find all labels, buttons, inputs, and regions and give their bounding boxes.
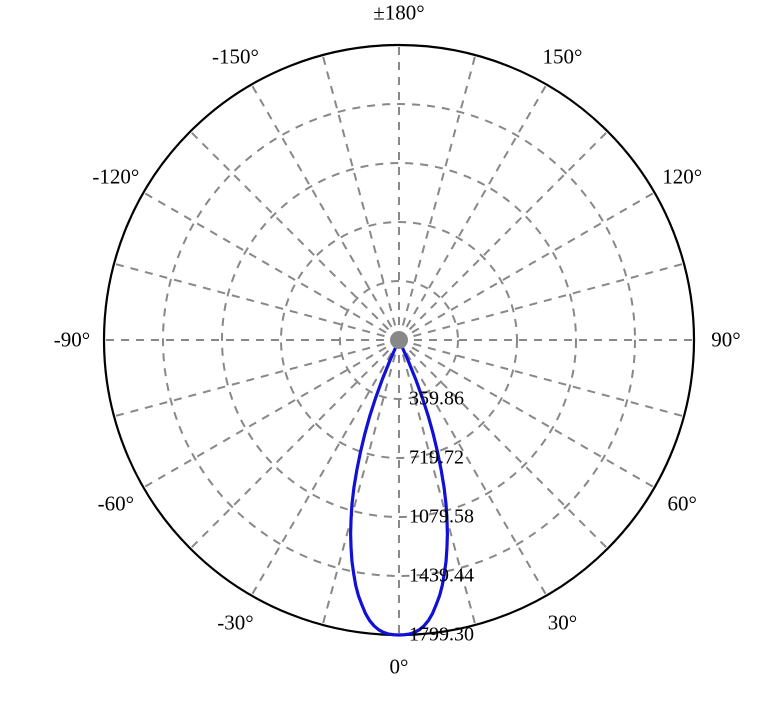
angle-label: -150° [212,44,259,69]
angle-label: 30° [548,611,577,636]
polar-chart: ±180° 150° 120° 90° 60° 30° 0° -30° -60° -90° -120… [0,0,771,705]
angle-label: 0° [390,655,409,680]
radial-label: 1079.58 [409,506,474,529]
polar-chart-svg [0,0,771,705]
angle-label: 90° [711,328,740,353]
angle-label: ±180° [373,1,424,26]
angle-label: 150° [543,44,583,69]
angle-label: -120° [92,164,139,189]
radial-label: 719.72 [409,447,464,470]
radial-label: 1799.30 [409,624,474,647]
angle-label: -60° [98,491,134,516]
angle-label: 120° [662,164,702,189]
angle-label: -90° [54,328,90,353]
radial-label: 359.86 [409,388,464,411]
angle-label: 60° [667,491,696,516]
angle-label: -30° [217,611,253,636]
radial-label: 1439.44 [409,565,474,588]
